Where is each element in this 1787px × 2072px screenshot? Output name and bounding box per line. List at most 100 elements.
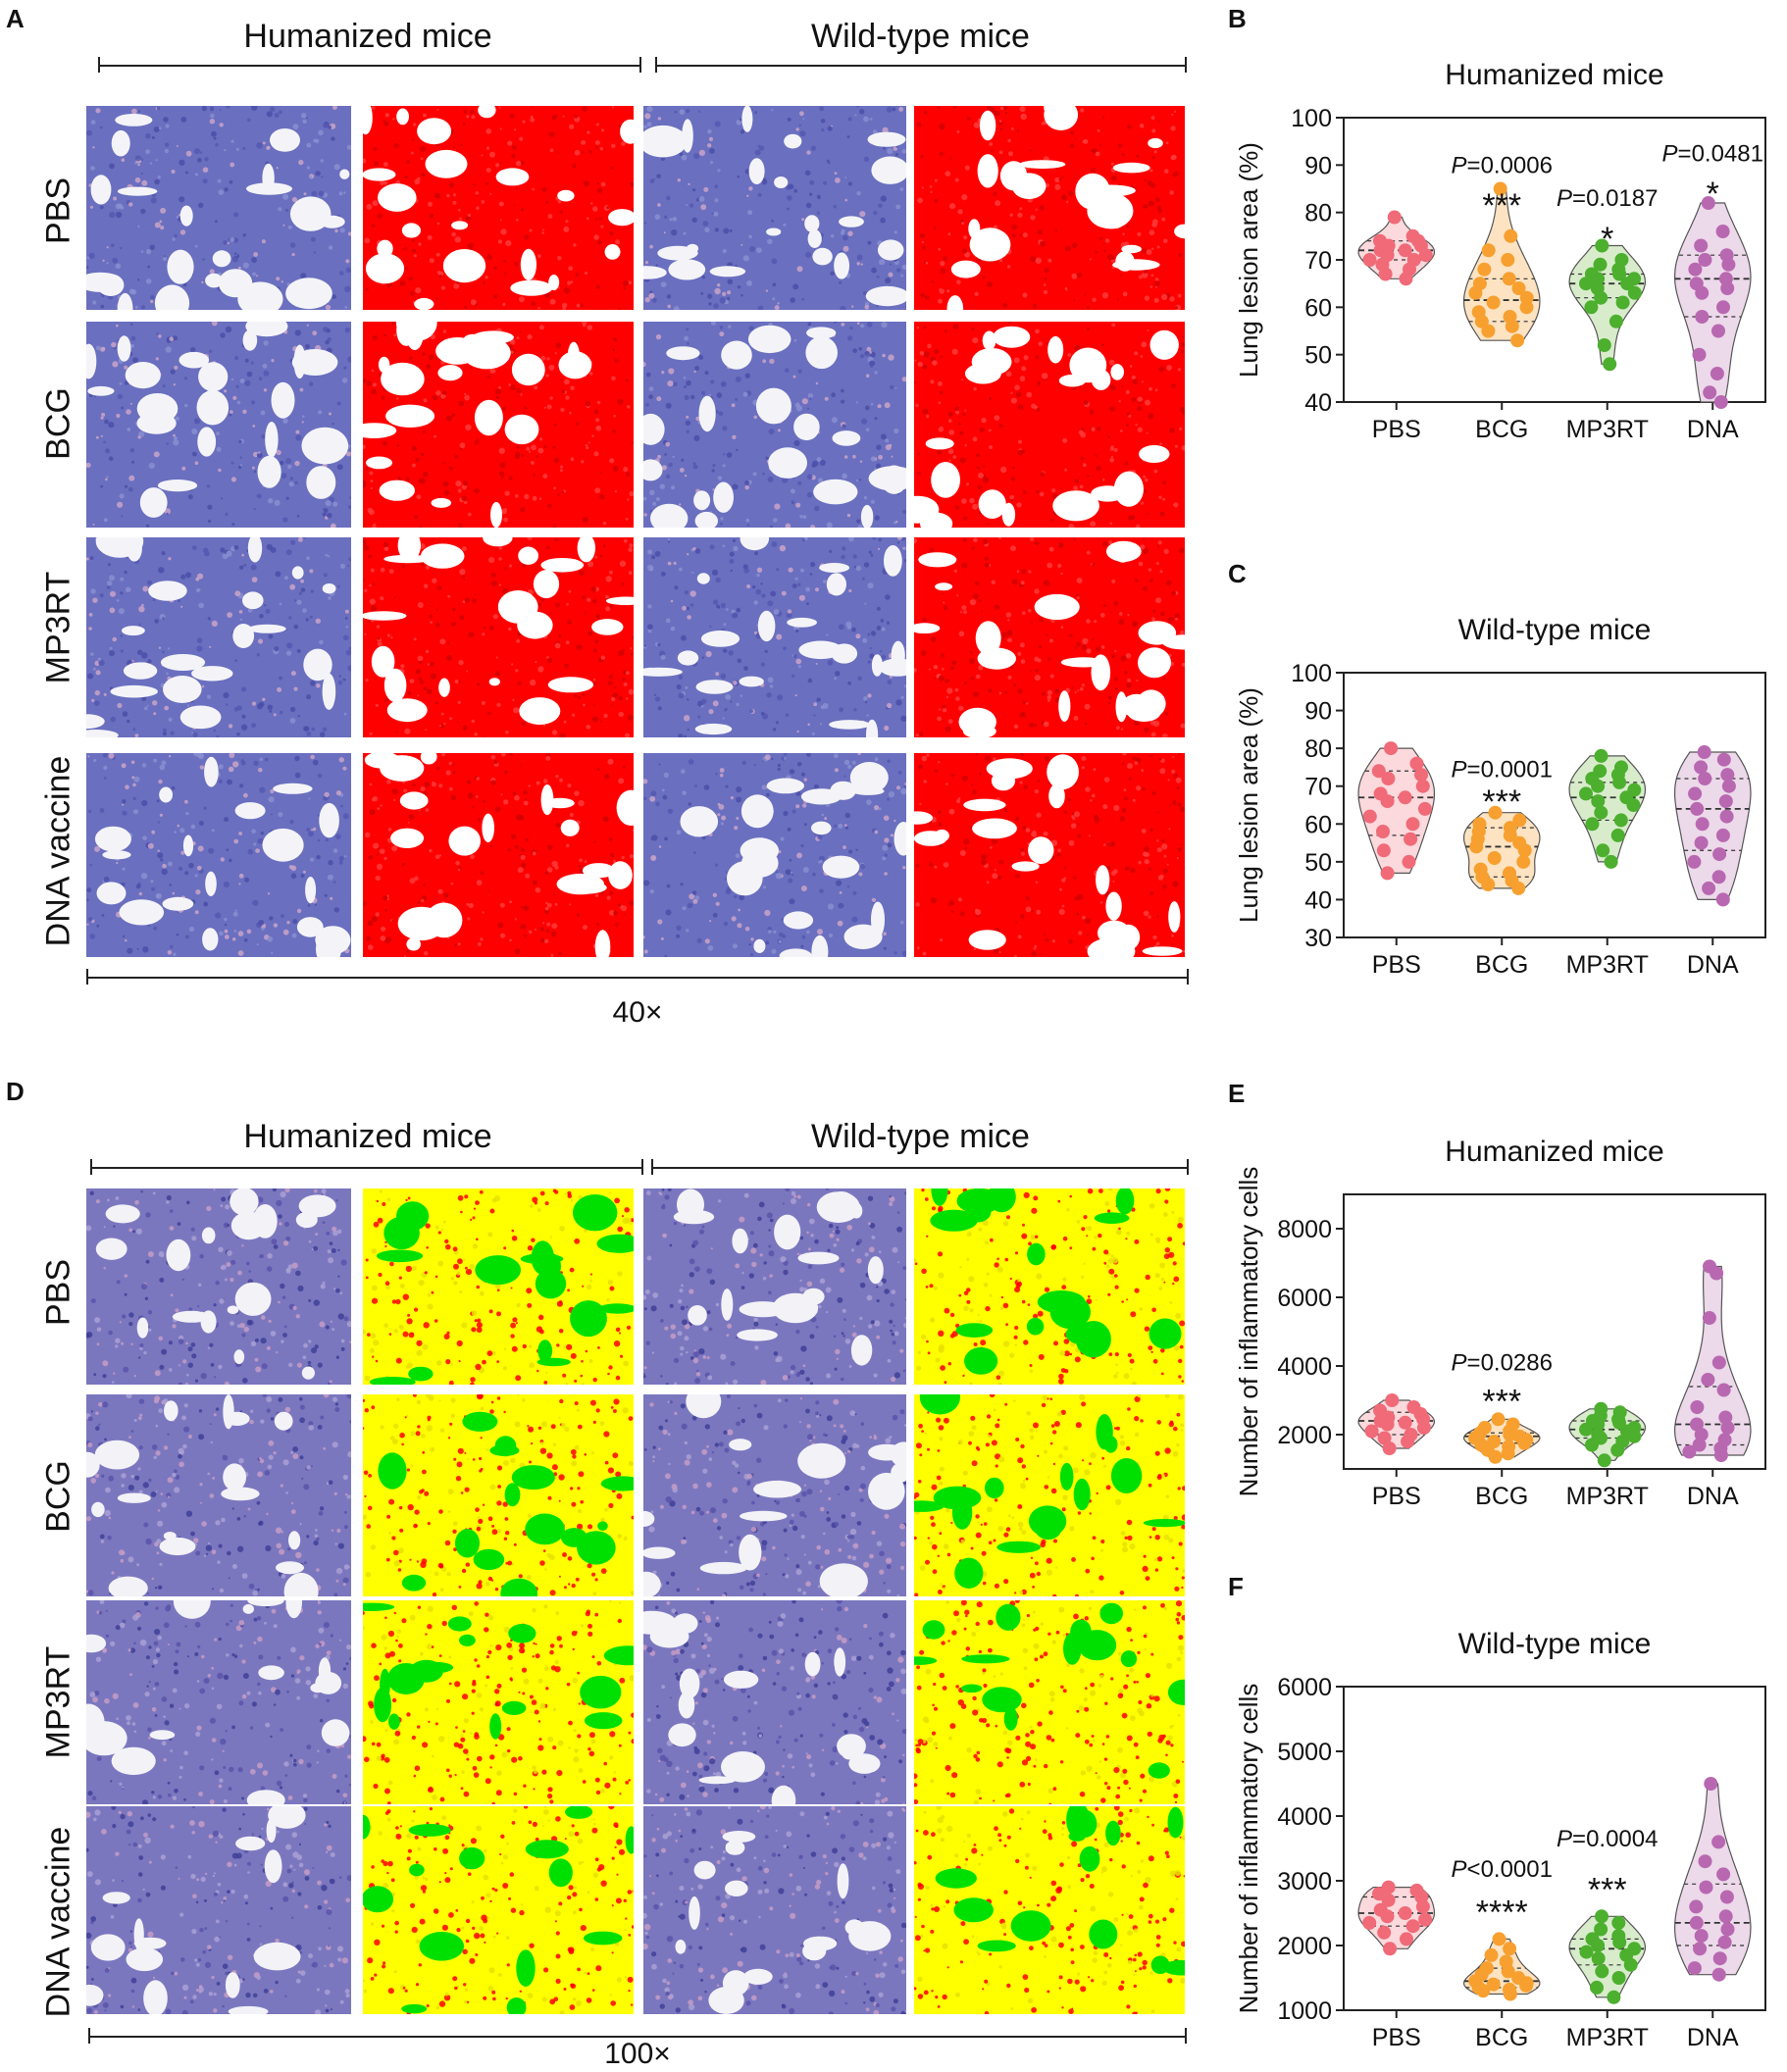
d-scale-tick — [1185, 2028, 1187, 2044]
data-point-mp3rt — [1593, 257, 1608, 272]
data-point-pbs — [1402, 854, 1416, 869]
data-point-mp3rt — [1584, 300, 1599, 315]
data-point-mp3rt — [1610, 1442, 1625, 1457]
x-tick-label: MP3RT — [1566, 951, 1649, 979]
data-point-dna — [1693, 1942, 1708, 1956]
data-point-dna — [1687, 854, 1702, 869]
data-point-mp3rt — [1591, 1951, 1606, 1966]
y-tick-label: 90 — [1304, 698, 1332, 726]
y-axis-label: Number of inflammatory cells — [1234, 1684, 1263, 2014]
histology-tile-40x — [86, 537, 351, 737]
data-point-mp3rt — [1620, 277, 1635, 291]
x-tick-label: DNA — [1687, 951, 1739, 979]
histology-tile-40x — [86, 753, 351, 957]
histology-tile-100x — [363, 1188, 634, 1385]
data-point-mp3rt — [1595, 238, 1609, 253]
data-point-bcg — [1519, 300, 1534, 315]
p-value-label: P=0.0481 — [1662, 140, 1763, 167]
significance-stars: *** — [1482, 1383, 1521, 1420]
y-tick-label: 2000 — [1277, 1933, 1332, 1960]
significance-stars: *** — [1482, 783, 1521, 821]
d-row-label-bcg: BCG — [39, 1460, 77, 1533]
data-point-dna — [1695, 817, 1710, 832]
data-point-bcg — [1484, 1947, 1499, 1962]
data-point-bcg — [1492, 1932, 1506, 1946]
data-point-dna — [1695, 310, 1710, 324]
data-point-mp3rt — [1579, 277, 1593, 291]
chart-title: Humanized mice — [1445, 1136, 1663, 1168]
data-point-dna — [1718, 794, 1733, 809]
x-tick-label: MP3RT — [1566, 416, 1649, 443]
data-point-bcg — [1469, 839, 1484, 854]
histology-tile-40x — [643, 753, 906, 957]
data-point-mp3rt — [1615, 295, 1630, 310]
data-point-bcg — [1486, 1977, 1501, 1992]
data-point-dna — [1702, 881, 1716, 895]
data-point-bcg — [1477, 262, 1492, 277]
data-point-pbs — [1417, 801, 1432, 816]
data-point-dna — [1682, 1444, 1697, 1459]
p-value-label: P=0.0187 — [1557, 185, 1658, 212]
data-point-dna — [1719, 1890, 1734, 1904]
data-point-pbs — [1385, 1393, 1400, 1407]
data-point-dna — [1703, 385, 1717, 400]
data-point-dna — [1694, 835, 1709, 850]
histology-tile-100x — [914, 1394, 1185, 1596]
a-col-header-wildtype: Wild-type mice — [811, 18, 1030, 55]
data-point-dna — [1721, 779, 1736, 793]
d-magnification: 100× — [604, 2038, 671, 2070]
data-point-bcg — [1516, 854, 1531, 869]
data-point-dna — [1720, 1421, 1735, 1435]
y-tick-label: 100 — [1291, 105, 1332, 132]
y-tick-label: 1000 — [1277, 1997, 1332, 2025]
a-scale-bracket — [86, 977, 1187, 979]
significance-stars: * — [1601, 221, 1613, 258]
histology-tile-40x — [914, 106, 1185, 310]
histology-tile-100x — [914, 1806, 1185, 2014]
a-bracket-tick — [1185, 57, 1187, 73]
data-point-dna — [1717, 1935, 1732, 1949]
data-point-mp3rt — [1603, 357, 1617, 372]
d-bracket-tick — [641, 1159, 643, 1175]
histology-tile-100x — [86, 1600, 351, 1804]
data-point-mp3rt — [1591, 794, 1606, 809]
data-point-pbs — [1409, 756, 1424, 771]
y-axis-label: Lung lesion area (%) — [1234, 687, 1263, 923]
data-point-pbs — [1381, 1893, 1396, 1907]
data-point-dna — [1688, 786, 1703, 801]
data-point-bcg — [1501, 253, 1515, 267]
data-point-pbs — [1362, 1915, 1377, 1930]
data-point-pbs — [1416, 1421, 1431, 1435]
data-point-mp3rt — [1611, 1971, 1626, 1985]
data-point-dna — [1712, 847, 1727, 862]
x-tick-label: PBS — [1372, 951, 1421, 979]
data-point-bcg — [1488, 805, 1503, 820]
y-tick-label: 4000 — [1277, 1803, 1332, 1831]
histology-tile-40x — [914, 322, 1185, 528]
data-point-bcg — [1519, 1978, 1534, 1993]
y-tick-label: 5000 — [1277, 1739, 1332, 1766]
histology-tile-100x — [86, 1394, 351, 1596]
y-tick-label: 90 — [1304, 152, 1332, 179]
data-point-dna — [1690, 1417, 1704, 1432]
a-row-label-bcg: BCG — [39, 387, 77, 460]
data-point-pbs — [1377, 1925, 1392, 1940]
y-axis-label: Number of inflammatory cells — [1234, 1167, 1263, 1497]
data-point-dna — [1715, 225, 1730, 238]
data-point-pbs — [1401, 1435, 1415, 1448]
x-tick-label: PBS — [1372, 416, 1421, 443]
data-point-mp3rt — [1597, 338, 1611, 352]
data-point-pbs — [1418, 1912, 1433, 1927]
data-point-pbs — [1380, 794, 1395, 809]
histology-tile-100x — [914, 1188, 1185, 1385]
x-tick-label: BCG — [1475, 416, 1528, 443]
data-point-bcg — [1476, 1984, 1491, 1998]
d-bracket-wildtype — [651, 1167, 1187, 1169]
data-point-mp3rt — [1585, 1438, 1599, 1452]
data-point-mp3rt — [1607, 1990, 1621, 2004]
data-point-dna — [1711, 870, 1726, 884]
data-point-dna — [1715, 892, 1730, 907]
data-point-bcg — [1503, 828, 1517, 842]
a-bracket-tick — [98, 57, 100, 73]
data-point-dna — [1713, 395, 1728, 409]
